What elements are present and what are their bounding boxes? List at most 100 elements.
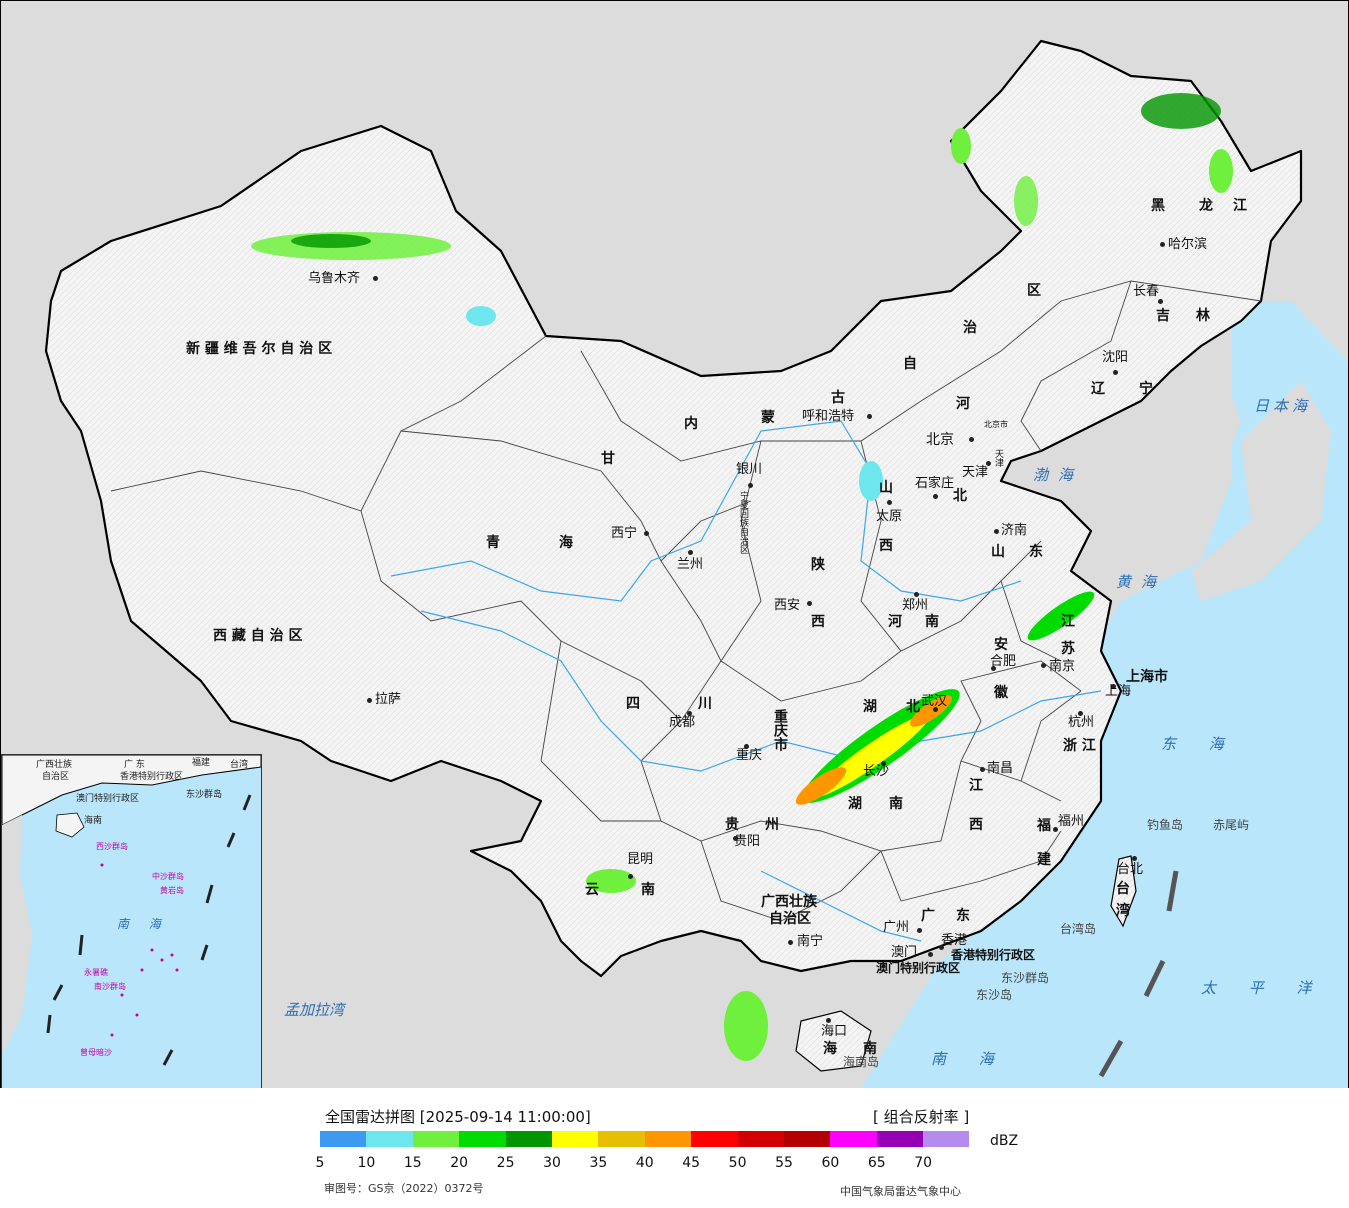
dot-changsha: [881, 761, 886, 766]
hainan-island: [795, 1010, 872, 1072]
inset-zengmu: 曾母暗沙: [80, 1048, 112, 1057]
city-hefei: 合肥: [990, 654, 1017, 669]
dot-shenyang: [1113, 370, 1118, 375]
city-nanjing: 南京: [1049, 659, 1076, 674]
dot-taibei: [1132, 856, 1137, 861]
city-changsha: 长沙: [863, 764, 890, 779]
scale-tick-8: 45: [682, 1155, 701, 1171]
inset-guangdong: 广 东: [124, 760, 145, 770]
city-xining: 西宁: [611, 526, 638, 541]
label-qinghai-b: 海: [559, 535, 573, 551]
label-jiangsu-a: 江: [1061, 614, 1075, 630]
city-lanzhou: 兰州: [677, 557, 704, 572]
label-heilongjiang-a: 黑: [1151, 198, 1165, 214]
scale-tick-6: 35: [589, 1155, 608, 1171]
city-hohhot: 呼和浩特: [802, 409, 855, 424]
city-nanchang: 南昌: [987, 761, 1014, 776]
inset-zizhiqu: 自治区: [42, 772, 70, 782]
dot-urumqi: [373, 276, 378, 281]
island-hainan: 海南岛: [843, 1055, 880, 1069]
scale-swatch-6: [598, 1131, 645, 1147]
dot-haikou: [826, 1018, 831, 1023]
label-heilongjiang-b: 龙: [1199, 198, 1213, 214]
dot-lanzhou: [688, 550, 693, 555]
dot-guiyang: [733, 836, 738, 841]
label-neimenggu-f: 区: [1027, 283, 1041, 299]
label-jilin-b: 林: [1196, 308, 1210, 324]
map-graphic: [1, 1, 1348, 1088]
label-henan-a: 河: [888, 614, 902, 630]
island-diaoyu: 钓鱼岛: [1147, 818, 1184, 832]
city-nanning: 南宁: [797, 934, 824, 949]
dot-lhasa: [367, 698, 372, 703]
legend-panel: 全国雷达拼图 [2025-09-14 11:00:00] [ 组合反射率 ] 5…: [0, 1088, 1349, 1208]
label-chongqing-prov: 重庆市: [772, 709, 788, 751]
label-anhui-a: 安: [994, 637, 1008, 653]
dot-harbin: [1160, 242, 1165, 247]
city-aomen: 澳门: [891, 945, 918, 960]
scale-swatch-2: [412, 1131, 460, 1147]
japan-land: [1191, 381, 1331, 601]
dot-chengdu: [687, 711, 692, 716]
label-fujian-a: 福: [1037, 818, 1051, 834]
label-qinghai-a: 青: [486, 535, 500, 551]
scale-tick-2: 15: [403, 1155, 422, 1171]
sea-east: 东 海: [1161, 735, 1238, 753]
island-taiwan: 台湾岛: [1060, 922, 1097, 936]
label-hubei-a: 湖: [863, 699, 877, 715]
city-taibei: 台北: [1117, 862, 1144, 877]
dot-tianjin: [986, 461, 991, 466]
sea-japan: 日本海: [1254, 397, 1312, 415]
scale-tick-5: 30: [543, 1155, 561, 1171]
city-haikou: 海口: [821, 1024, 848, 1039]
china-outline: [44, 39, 1303, 978]
label-hebei-a: 河: [956, 396, 970, 412]
label-neimenggu-d: 自: [903, 356, 917, 372]
label-tianjin-prov: 天津: [993, 449, 1003, 467]
city-guangzhou: 广州: [883, 920, 910, 935]
scale-tick-11: 60: [821, 1155, 840, 1171]
inset-dongsha: 东沙群岛: [186, 790, 223, 800]
city-shenyang: 沈阳: [1102, 350, 1129, 365]
inset-fujian: 福建: [192, 758, 211, 768]
label-beijing-prov: 北京市: [984, 420, 1008, 429]
label-hunan-b: 南: [889, 796, 903, 812]
city-harbin: 哈尔滨: [1168, 237, 1208, 252]
label-shaanxi-b: 西: [811, 614, 825, 630]
sea-south: 南 海: [931, 1050, 1008, 1068]
label-yunnan-b: 南: [641, 882, 655, 898]
scale-tick-10: 55: [775, 1155, 793, 1171]
scale-tick-9: 50: [728, 1155, 747, 1171]
scale-tick-1: 10: [357, 1155, 376, 1171]
dot-xianggang: [939, 945, 944, 950]
sea-pacific: 太 平 洋: [1201, 979, 1326, 997]
city-tianjin: 天津: [962, 465, 989, 480]
island-dongsha-b: 东沙岛: [976, 988, 1013, 1002]
city-yinchuan: 银川: [736, 462, 763, 477]
legend-unit: dBZ: [990, 1133, 1019, 1149]
inset-macao: 澳门特别行政区: [76, 794, 140, 804]
city-chongqing: 重庆: [736, 748, 763, 763]
inset-hainan: 海南: [84, 816, 103, 826]
city-zhengzhou: 郑州: [902, 598, 929, 613]
label-shanxi-a: 山: [879, 480, 893, 496]
dot-xian: [807, 601, 812, 606]
label-taiwan-a: 台: [1116, 881, 1130, 897]
inset-taiwan: 台湾: [230, 760, 249, 770]
korea-japan-land: [1161, 341, 1241, 501]
label-henan-b: 南: [925, 614, 939, 630]
label-hunan-a: 湖: [848, 796, 862, 812]
label-hubei-b: 北: [906, 699, 920, 715]
radar-map: 新 疆 维 吾 尔 自 治 区 西 藏 自 治 区 青 海 甘 内 蒙 古 自 …: [0, 0, 1349, 1089]
label-guizhou-a: 贵: [725, 817, 739, 833]
city-shijiazhuang: 石家庄: [915, 476, 955, 491]
label-aomen-sar: 澳门特别行政区: [876, 961, 961, 975]
city-wuhan: 武汉: [921, 694, 948, 709]
label-xinjiang: 新 疆 维 吾 尔 自 治 区: [186, 341, 333, 357]
dot-fuzhou: [1053, 827, 1058, 832]
label-jiangxi-a: 江: [969, 778, 983, 794]
scale-tick-7: 40: [635, 1155, 654, 1171]
inset-south-sea: 南 海: [117, 917, 169, 931]
dot-hefei: [991, 666, 996, 671]
label-taiwan-b: 湾: [1116, 903, 1130, 919]
